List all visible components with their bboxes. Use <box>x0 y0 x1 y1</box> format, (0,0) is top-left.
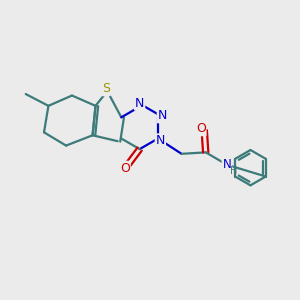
Text: O: O <box>120 162 130 175</box>
Text: S: S <box>102 82 110 95</box>
Text: O: O <box>196 122 206 135</box>
Text: N: N <box>135 97 144 110</box>
Text: N: N <box>158 109 167 122</box>
Text: N: N <box>223 158 231 171</box>
Text: H: H <box>230 166 237 176</box>
Text: N: N <box>156 134 165 147</box>
